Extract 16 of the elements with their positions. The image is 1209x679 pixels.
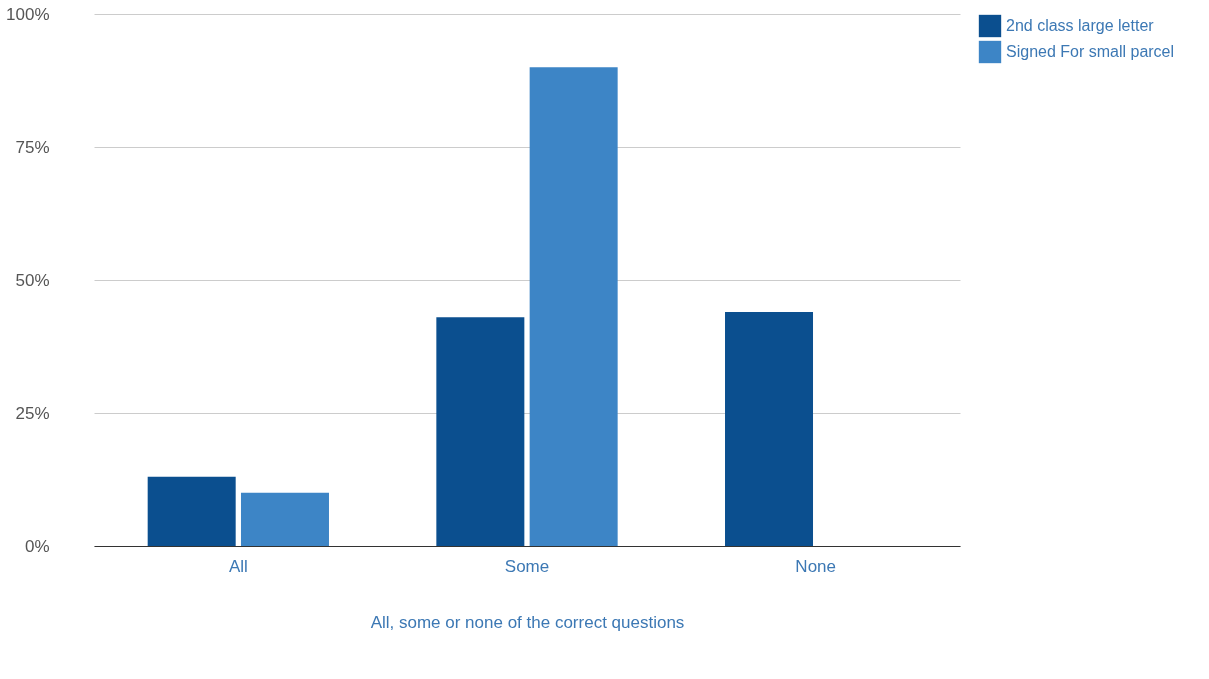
bar xyxy=(240,492,329,546)
bar xyxy=(436,317,525,546)
y-tick-label: 100% xyxy=(6,4,50,24)
x-tick-label: Some xyxy=(504,556,550,576)
x-tick-label: None xyxy=(795,556,836,576)
legend-label: Signed For small parcel xyxy=(1006,43,1175,60)
x-axis-title: All, some or none of the correct questions xyxy=(370,612,685,632)
legend-label: 2nd class large letter xyxy=(1006,17,1155,34)
bar xyxy=(147,476,236,546)
bar xyxy=(529,67,618,546)
y-tick-label: 0% xyxy=(24,536,50,556)
y-tick-label: 75% xyxy=(15,137,50,157)
bar xyxy=(725,311,814,546)
y-tick-label: 25% xyxy=(15,403,50,423)
x-tick-label: All xyxy=(228,556,248,576)
y-tick-label: 50% xyxy=(15,270,50,290)
